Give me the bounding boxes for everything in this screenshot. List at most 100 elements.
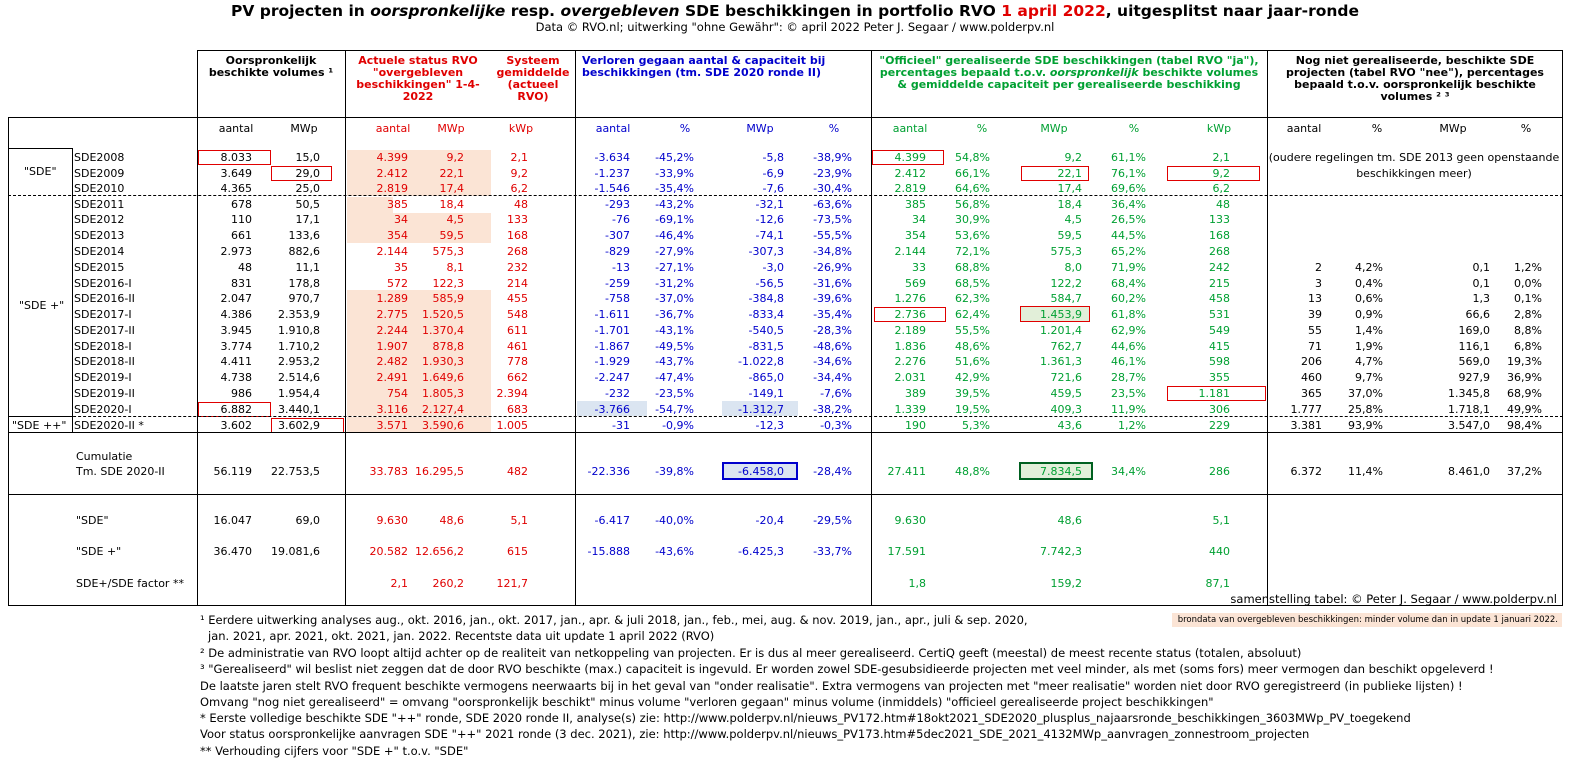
table-cell: -32,1: [755, 198, 784, 211]
header-realised-part: beschikte volumes & gemiddelde capacitei…: [897, 66, 1259, 91]
table-cell: -54,7%: [655, 403, 694, 416]
table-cell: 5,3%: [962, 419, 990, 432]
table-cell: 66,6: [1465, 308, 1491, 321]
table-cell: 11,9%: [1111, 403, 1146, 416]
table-cell: 159,2: [1050, 577, 1083, 590]
table-cell: 8,8%: [1514, 324, 1542, 337]
table-cell: -1.867: [594, 340, 630, 353]
title-part: , uitgesplitst naar jaar-ronde: [1105, 2, 1360, 20]
header-realised: "Officieel" gerealiseerde SDE beschikkin…: [874, 55, 1264, 91]
table-cell: -307,3: [748, 245, 784, 258]
table-cell: -73,5%: [813, 213, 852, 226]
table-cell: 1,2%: [1514, 261, 1542, 274]
table-cell: -63,6%: [813, 198, 852, 211]
brondata-legend: brondata van overgebleven beschikkingen:…: [1172, 613, 1562, 627]
table-cell: 206: [1301, 355, 1322, 368]
table-cell: 1.907: [376, 340, 409, 353]
title-part: SDE beschikkingen in portfolio RVO: [679, 2, 1002, 20]
table-cell: 1,8: [908, 577, 927, 590]
table-cell: -7,6: [762, 182, 784, 195]
table-cell: -149,1: [748, 387, 784, 400]
cell-highlight: [872, 150, 944, 165]
table-cell: 878,8: [432, 340, 465, 353]
table-cell: 3.774: [220, 340, 253, 353]
table-cell: 9,2: [446, 151, 465, 164]
table-cell: -13: [612, 261, 630, 274]
table-cell: -43,1%: [655, 324, 694, 337]
column-unit: MWp: [437, 122, 465, 135]
table-cell: 306: [1209, 403, 1230, 416]
table-cell: -34,8%: [813, 245, 852, 258]
table-cell: -232: [605, 387, 630, 400]
column-unit: MWp: [746, 122, 774, 135]
table-cell: 0,1: [1472, 277, 1491, 290]
table-cell: -12,3: [755, 419, 784, 432]
column-unit: kWp: [1206, 122, 1232, 135]
table-cell: 2.953,2: [278, 355, 320, 368]
table-cell: 1.276: [894, 292, 927, 305]
table-cell: -833,4: [748, 308, 784, 321]
footnote: Voor status oorspronkelijke aanvragen SD…: [200, 727, 1310, 741]
table-cell: 970,7: [288, 292, 321, 305]
table-cell: 1.836: [894, 340, 927, 353]
table-cell: 232: [507, 261, 528, 274]
table-cell: 754: [387, 387, 408, 400]
table-cell: 1.718,1: [1448, 403, 1490, 416]
table-cell: 48,6%: [955, 340, 990, 353]
column-unit: %: [1520, 122, 1532, 135]
table-cell: 1.649,6: [422, 371, 464, 384]
table-cell: 16.295,5: [415, 465, 464, 478]
table-cell: 51,6%: [955, 355, 990, 368]
table-cell: 23,5%: [1111, 387, 1146, 400]
table-cell: 8,1: [446, 261, 465, 274]
table-cell: 215: [1209, 277, 1230, 290]
table-cell: -384,8: [748, 292, 784, 305]
frame-line: [871, 50, 872, 606]
table-cell: 572: [387, 277, 408, 290]
table-cell: -55,5%: [813, 229, 852, 242]
table-cell: 39: [1308, 308, 1322, 321]
cell-highlight: [347, 197, 393, 243]
table-cell: 3.571: [376, 419, 409, 432]
table-cell: 3.649: [220, 167, 253, 180]
summary-label: "SDE": [76, 514, 109, 527]
table-cell: 39,5%: [955, 387, 990, 400]
table-cell: 25,8%: [1348, 403, 1383, 416]
table-cell: 3.602: [220, 419, 253, 432]
cumulatie-label: Tm. SDE 2020-II: [76, 465, 165, 478]
table-cell: 34: [912, 213, 926, 226]
table-cell: 93,9%: [1348, 419, 1383, 432]
table-cell: 27.411: [887, 465, 927, 478]
column-unit: aantal: [892, 122, 928, 135]
table-cell: 365: [1301, 387, 1322, 400]
page-subtitle: Data © RVO.nl; uitwerking "ohne Gewähr":…: [535, 20, 1055, 34]
table-cell: 2.973: [220, 245, 253, 258]
cumulatie-label: Cumulatie: [76, 450, 133, 463]
cell-highlight: [722, 462, 798, 480]
table-cell: -2.247: [594, 371, 630, 384]
header-orig: Oorspronkelijk beschikte volumes ¹: [208, 54, 334, 79]
table-cell: 56.119: [213, 465, 253, 478]
table-cell: 6.372: [1290, 465, 1323, 478]
table-cell: 0,4%: [1355, 277, 1383, 290]
table-cell: 133: [1209, 213, 1230, 226]
table-cell: 585,9: [432, 292, 465, 305]
column-unit: MWp: [290, 122, 318, 135]
table-cell: 2.144: [376, 245, 409, 258]
header-realised-part: "Officieel" gerealiseerde SDE beschikkin…: [879, 54, 1259, 79]
table-cell: -35,4%: [655, 182, 694, 195]
table-cell: 598: [1209, 355, 1230, 368]
table-cell: -12,6: [755, 213, 784, 226]
table-cell: 68,8%: [955, 261, 990, 274]
table-cell: 268: [507, 245, 528, 258]
cell-highlight: [1167, 166, 1260, 181]
table-cell: 33.783: [369, 465, 409, 478]
table-cell: 65,2%: [1111, 245, 1146, 258]
table-cell: -43,2%: [655, 198, 694, 211]
cell-highlight: [874, 307, 946, 322]
table-cell: 71: [1308, 340, 1322, 353]
table-cell: 2.412: [894, 167, 927, 180]
table-cell: 69,0: [295, 514, 321, 527]
table-cell: -39,6%: [813, 292, 852, 305]
row-label: SDE2018-I: [74, 340, 132, 353]
